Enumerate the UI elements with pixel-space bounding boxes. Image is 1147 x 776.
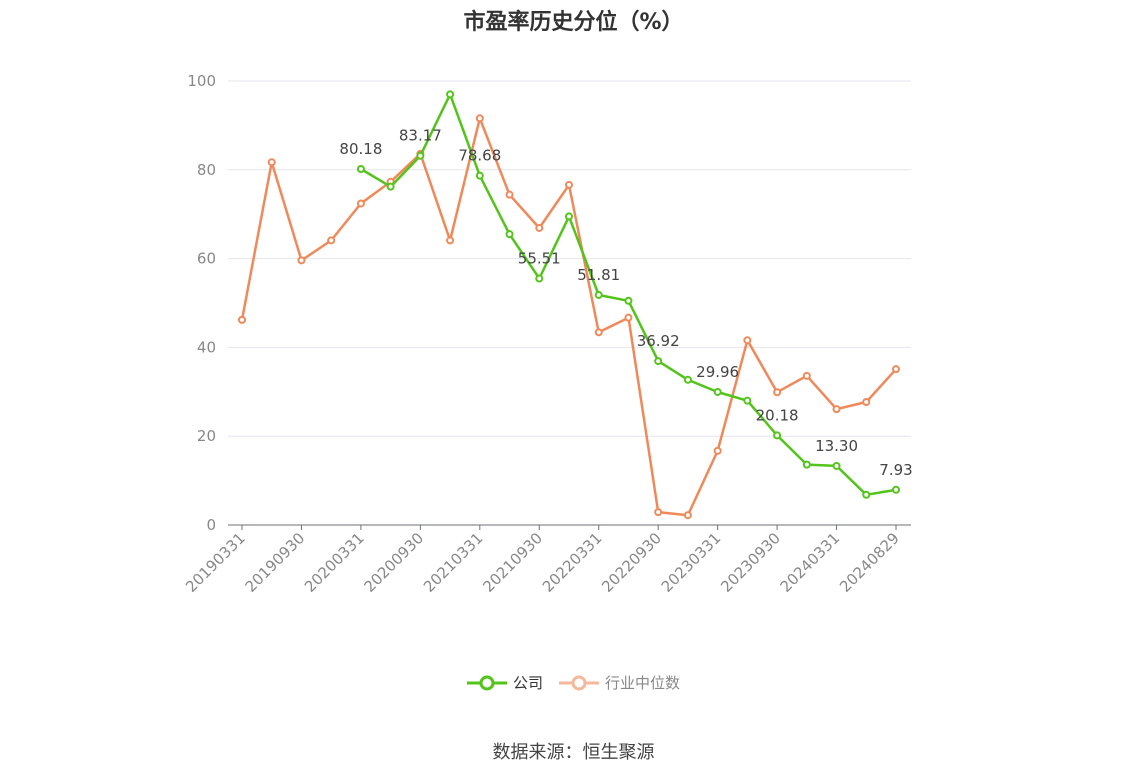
point-industry-median-20211231 xyxy=(565,180,573,189)
legend-item-industry-median[interactable]: 行业中位数 xyxy=(559,672,680,693)
x-tick-label-20190331: 20190331 xyxy=(182,529,249,596)
x-tick-label-20230331: 20230331 xyxy=(658,529,725,596)
data-label-company-20240829: 7.93 xyxy=(879,461,912,479)
point-industry-median-20220930 xyxy=(654,508,663,517)
x-tick-label-20240331: 20240331 xyxy=(777,529,844,596)
data-label-company-20210331: 78.68 xyxy=(458,147,501,165)
x-tick-label-20230930: 20230930 xyxy=(717,529,784,596)
data-label-company-20230331: 29.96 xyxy=(696,363,739,381)
series-lines xyxy=(238,90,900,520)
legend-item-company[interactable]: 公司 xyxy=(466,672,543,693)
point-industry-median-20190331 xyxy=(238,315,246,324)
grid-lines xyxy=(228,80,911,437)
point-industry-median-20201231 xyxy=(446,236,455,245)
point-company-20230630 xyxy=(743,396,752,405)
point-company-20200331 xyxy=(356,165,365,174)
data-labels: 80.18 83.17 78.68 55.51 51.81 36.92 29.96 20.18… xyxy=(339,127,912,479)
legend-marker-company-icon xyxy=(466,675,507,690)
point-industry-median-20231231 xyxy=(802,371,811,380)
chart-title: 市盈率历史分位（%） xyxy=(463,10,684,35)
x-tick-label-20220331: 20220331 xyxy=(539,529,606,596)
y-tick-label-0: 0 xyxy=(206,516,216,534)
data-label-company-20200331: 80.18 xyxy=(339,140,382,158)
point-industry-median-20240829 xyxy=(892,365,900,374)
y-tick-label-20: 20 xyxy=(197,427,216,445)
point-industry-median-20220331 xyxy=(594,328,603,337)
y-tick-label-100: 100 xyxy=(187,72,216,90)
x-tick-label-20220930: 20220930 xyxy=(598,529,665,596)
y-tick-label-40: 40 xyxy=(197,338,216,356)
x-tick-label-20210331: 20210331 xyxy=(420,529,487,596)
data-label-company-20240331: 13.30 xyxy=(815,437,858,455)
x-tick-label-20210930: 20210930 xyxy=(479,529,546,596)
legend-label-company: 公司 xyxy=(512,674,543,692)
point-industry-median-20191231 xyxy=(327,236,336,245)
point-industry-median-20221231 xyxy=(683,511,692,520)
data-label-company-20220331: 51.81 xyxy=(577,266,620,284)
series-line-company xyxy=(360,93,897,497)
legend-marker-industry-icon xyxy=(559,675,599,690)
point-company-20230331 xyxy=(713,387,722,396)
point-industry-median-20220630 xyxy=(624,313,633,322)
legend-label-industry-median: 行业中位数 xyxy=(605,674,681,692)
x-tick-label-20240829: 20240829 xyxy=(836,529,903,596)
point-company-20210930 xyxy=(535,274,544,283)
point-company-20211231 xyxy=(565,212,573,221)
point-industry-median-20210930 xyxy=(535,223,544,232)
point-industry-median-20210331 xyxy=(475,114,484,123)
point-industry-median-20210630 xyxy=(505,190,514,199)
point-company-20220331 xyxy=(594,290,603,299)
point-industry-median-20190630 xyxy=(267,158,276,167)
data-label-company-20220930: 36.92 xyxy=(637,332,680,350)
point-industry-median-20240331 xyxy=(832,405,841,414)
x-tick-label-20190930: 20190930 xyxy=(242,529,309,596)
point-company-20220930 xyxy=(654,357,663,366)
x-tick-label-20200930: 20200930 xyxy=(360,529,427,596)
legend: 公司 行业中位数 xyxy=(0,672,1147,693)
data-label-company-20200930: 83.17 xyxy=(399,127,442,145)
point-company-20231231 xyxy=(802,460,811,469)
point-company-20240630 xyxy=(862,490,871,499)
point-industry-median-20230930 xyxy=(773,388,782,397)
point-company-20200630 xyxy=(386,182,395,191)
data-source: 数据来源：恒生聚源 xyxy=(492,742,655,763)
point-company-20221231 xyxy=(683,375,692,384)
point-company-20230930 xyxy=(773,431,782,440)
data-label-company-20210930: 55.51 xyxy=(518,250,561,268)
point-company-20210331 xyxy=(475,171,484,180)
axes: 0 20 40 60 80 100 2019033120190930202003312020… xyxy=(182,72,911,596)
point-industry-median-20230630 xyxy=(743,336,752,345)
point-industry-median-20230331 xyxy=(713,446,722,455)
data-label-company-20230930: 20.18 xyxy=(756,406,799,424)
y-tick-label-60: 60 xyxy=(197,250,216,268)
point-company-20210630 xyxy=(505,230,514,239)
x-tick-label-20200331: 20200331 xyxy=(301,529,368,596)
y-tick-label-80: 80 xyxy=(197,161,216,179)
point-company-20240331 xyxy=(832,461,841,470)
point-company-20201231 xyxy=(446,90,455,99)
point-company-20240829 xyxy=(892,485,900,494)
point-company-20200930 xyxy=(416,151,425,160)
point-industry-median-20200331 xyxy=(356,199,365,208)
point-industry-median-20240630 xyxy=(862,398,871,407)
point-industry-median-20190930 xyxy=(297,256,306,265)
point-company-20220630 xyxy=(624,296,633,305)
